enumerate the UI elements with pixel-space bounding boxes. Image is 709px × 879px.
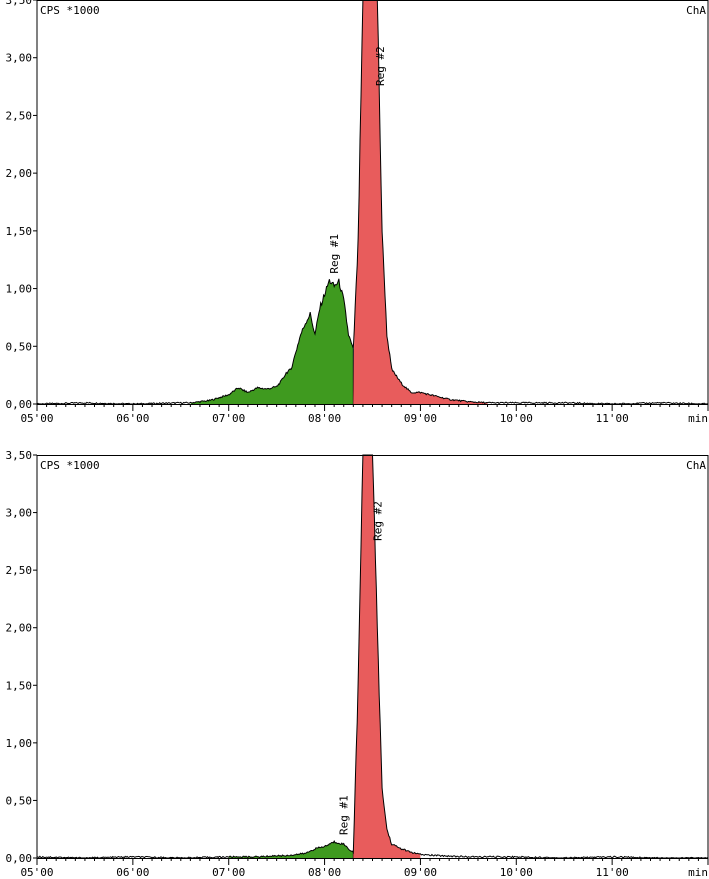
channel-label: ChA xyxy=(686,4,706,17)
region-fill-2 xyxy=(353,455,421,858)
x-tick-label: 05'00 xyxy=(20,866,53,879)
y-tick-label: 1,50 xyxy=(6,679,33,692)
y-scale-label: CPS *1000 xyxy=(40,4,100,17)
x-tick-label: 11'00 xyxy=(596,866,629,879)
y-tick-label: 1,50 xyxy=(6,225,33,238)
y-tick-label: 1,00 xyxy=(6,737,33,750)
x-tick-label: 10'00 xyxy=(500,412,533,425)
y-tick-label: 3,50 xyxy=(6,449,33,462)
y-tick-label: 0,00 xyxy=(6,852,33,865)
y-tick-label: 1,00 xyxy=(6,283,33,296)
x-tick-label: 06'00 xyxy=(116,866,149,879)
peak-label-1: Reg #1 xyxy=(328,234,341,274)
chart-panel-2: 0,00 0,50 1,00 1,50 2,00 2,50 3,00 3,50 05'00 06'… xyxy=(6,449,709,879)
y-tick-label: 0,50 xyxy=(6,340,33,353)
y-scale-label: CPS *1000 xyxy=(40,459,100,472)
x-tick-label: 09'00 xyxy=(404,412,437,425)
x-tick-label: 09'00 xyxy=(404,866,437,879)
x-tick-label: 06'00 xyxy=(116,412,149,425)
y-tick-label: 3,00 xyxy=(6,52,33,65)
region-fill-1 xyxy=(228,841,354,858)
y-tick-label: 0,50 xyxy=(6,794,33,807)
x-tick-label: 08'00 xyxy=(308,412,341,425)
x-tick-label: 08'00 xyxy=(308,866,341,879)
y-tick-label: 3,00 xyxy=(6,507,33,520)
x-tick-label: 07'00 xyxy=(212,866,245,879)
region-fill-1 xyxy=(190,278,354,404)
y-tick-label: 2,50 xyxy=(6,564,33,577)
y-tick-label: 2,00 xyxy=(6,167,33,180)
peak-label-2: Reg #2 xyxy=(374,46,387,86)
peak-label-2: Reg #2 xyxy=(371,501,384,541)
y-tick-label: 2,50 xyxy=(6,109,33,122)
channel-label: ChA xyxy=(686,459,706,472)
x-tick-label: 07'00 xyxy=(212,412,245,425)
signal-trace xyxy=(36,0,709,405)
y-tick-label: 3,50 xyxy=(6,0,33,7)
x-tick-label: 11'00 xyxy=(596,412,629,425)
peak-label-1: Reg #1 xyxy=(338,795,351,835)
region-fill-2 xyxy=(353,0,488,404)
x-unit-label: min xyxy=(688,412,708,425)
y-tick-label: 2,00 xyxy=(6,622,33,635)
x-tick-label: 05'00 xyxy=(20,412,53,425)
x-tick-label: 10'00 xyxy=(500,866,533,879)
y-tick-label: 0,00 xyxy=(6,398,33,411)
chart-panel-1: 0,00 0,50 1,00 1,50 2,00 2,50 3,00 3,50 05'00 06'… xyxy=(6,0,709,425)
x-unit-label: min xyxy=(688,866,708,879)
